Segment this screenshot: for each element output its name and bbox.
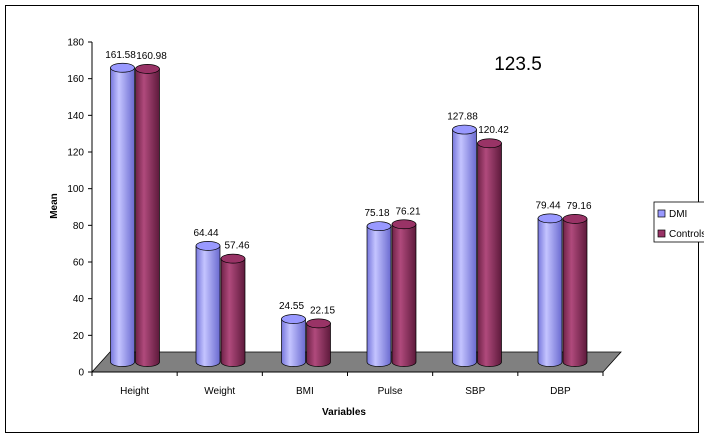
- bar: [195, 241, 221, 367]
- bar-body: [452, 129, 477, 367]
- bar-top: [366, 221, 392, 232]
- data-label: 120.42: [478, 125, 509, 136]
- bar-top: [110, 62, 135, 73]
- legend-swatch: [657, 229, 666, 238]
- bar-body: [110, 67, 135, 367]
- data-label: 160.98: [136, 51, 167, 62]
- data-label: 64.44: [193, 228, 218, 239]
- annotation-text: 123.5: [494, 54, 542, 75]
- y-tick-label: 0: [78, 368, 84, 379]
- bar-top: [477, 138, 502, 149]
- y-tick-label: 160: [67, 74, 84, 85]
- y-tick-label: 140: [67, 111, 84, 122]
- bar: [477, 138, 502, 367]
- bar-top: [281, 314, 306, 324]
- bar-body: [391, 223, 417, 367]
- bar-top: [135, 64, 160, 74]
- bar-top: [220, 253, 246, 264]
- x-tick-label: SBP: [465, 386, 485, 397]
- bar-top: [562, 214, 588, 224]
- bar-body: [537, 218, 563, 367]
- bar-body: [220, 258, 246, 367]
- bar-top: [452, 124, 477, 135]
- bar: [537, 213, 563, 367]
- bar-top: [306, 318, 331, 329]
- data-label: 22.15: [310, 305, 335, 316]
- y-tick-label: 100: [67, 184, 84, 195]
- bar: [220, 253, 246, 367]
- y-tick-label: 180: [67, 38, 84, 49]
- data-label: 57.46: [224, 241, 249, 252]
- bar-top: [537, 213, 563, 224]
- bar-body: [477, 142, 502, 367]
- data-label: 79.16: [566, 201, 591, 212]
- bar: [110, 62, 135, 367]
- bar-body: [135, 68, 160, 367]
- bar: [135, 64, 160, 367]
- data-label: 75.18: [364, 208, 389, 219]
- y-tick-label: 120: [67, 148, 84, 159]
- y-tick-label: 80: [73, 221, 85, 232]
- legend-swatch: [657, 209, 666, 218]
- x-axis-title: Variables: [322, 407, 366, 418]
- bar-body: [562, 218, 588, 367]
- data-label: 76.21: [395, 206, 420, 217]
- y-tick-label: 40: [73, 294, 85, 305]
- x-tick-label: DBP: [550, 386, 571, 397]
- legend-label: DMI: [669, 209, 687, 220]
- x-tick-label: Pulse: [378, 386, 403, 397]
- bar-top: [195, 241, 221, 251]
- bar-body: [366, 225, 392, 367]
- data-label: 161.58: [105, 50, 136, 61]
- bar-body: [306, 323, 331, 367]
- bar: [562, 214, 588, 367]
- data-label: 79.44: [535, 200, 560, 211]
- y-tick-label: 60: [73, 258, 85, 269]
- bar: [306, 318, 331, 367]
- bar-top: [391, 219, 417, 230]
- bar: [366, 221, 392, 367]
- x-tick-label: BMI: [296, 386, 314, 397]
- bar: [281, 314, 306, 367]
- legend: DMI Controls: [653, 201, 704, 243]
- bar-body: [195, 245, 221, 367]
- legend-label: Controls: [669, 229, 704, 240]
- x-tick-label: Height: [120, 386, 149, 397]
- bar: [452, 124, 477, 367]
- data-label: 127.88: [447, 112, 478, 123]
- x-tick-label: Weight: [204, 386, 235, 397]
- y-tick-label: 20: [73, 331, 85, 342]
- bar: [391, 219, 417, 367]
- bar-body: [281, 318, 306, 367]
- y-axis-title: Mean: [49, 193, 60, 219]
- data-label: 24.55: [279, 301, 304, 312]
